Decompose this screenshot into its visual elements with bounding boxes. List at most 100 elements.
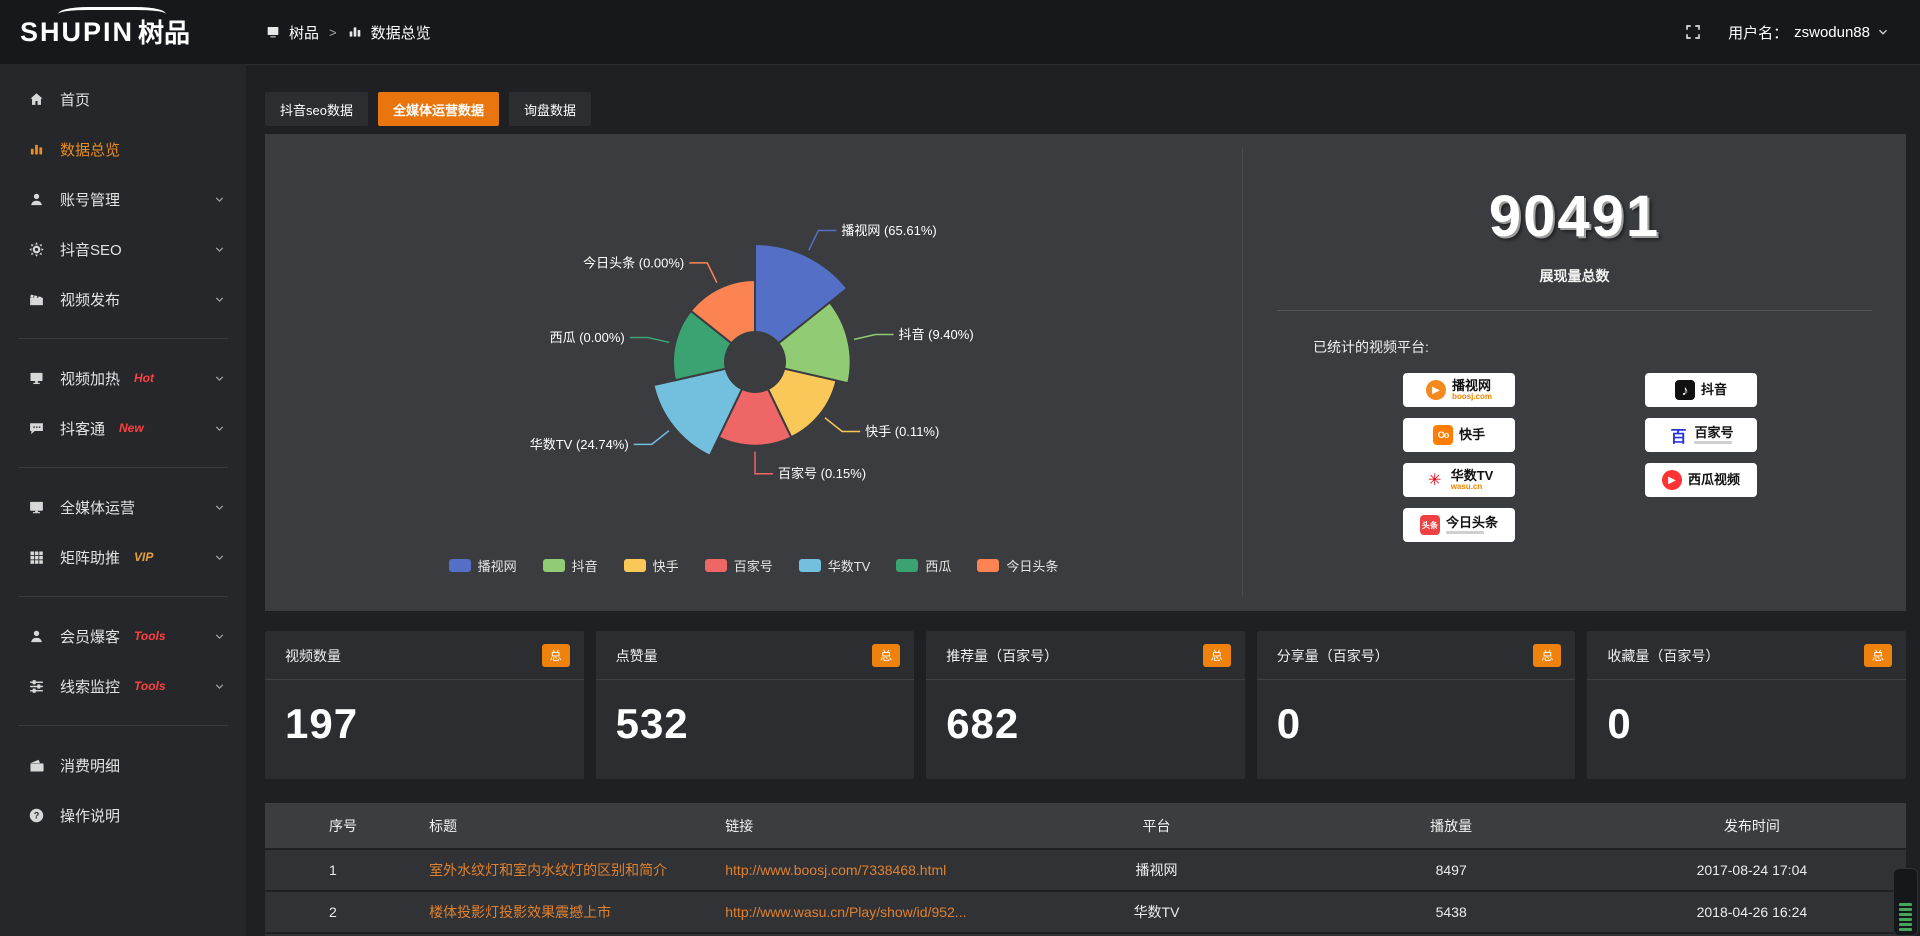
user-icon (31, 193, 42, 205)
platform-name: 快手 (1458, 427, 1485, 443)
sidebar-item-线索监控[interactable]: 线索监控 Tools (0, 661, 246, 711)
column-header-序号: 序号 (317, 803, 418, 849)
cell-标题: 室外水纹灯和室内水纹灯的区别和简介 (417, 848, 714, 891)
username-value: zswodun88 (1794, 23, 1870, 41)
legend-label: 播视网 (477, 559, 517, 574)
panel-divider (1242, 148, 1243, 597)
chevron-down-icon (215, 554, 224, 560)
video-title-link[interactable]: 室外水纹灯和室内水纹灯的区别和简介 (429, 862, 668, 878)
pie-slice-播视网[interactable] (754, 242, 849, 345)
legend-label: 快手 (652, 559, 679, 574)
breadcrumb-separator: > (329, 24, 337, 40)
pie-slice-百家号[interactable] (717, 387, 793, 447)
platform-name: 播视网 boosj.com (1451, 377, 1492, 401)
sidebar-item-抖音SEO[interactable]: 抖音SEO (0, 224, 246, 274)
stat-card-分享量（百家号）: 分享量（百家号） 总 0 (1256, 631, 1576, 779)
stat-card-label: 推荐量（百家号） (946, 647, 1059, 664)
video-url-link[interactable]: http://www.boosj.com/7338468.html (725, 862, 947, 878)
pie-label-今日头条: 今日头条 (0.00%) (583, 255, 684, 270)
pie-slice-快手[interactable] (766, 367, 838, 439)
legend-item-百家号[interactable]: 百家号 (704, 556, 773, 575)
summary-section: 90491 展现量总数 已统计的视频平台: ▶ 播视网 boosj.com ♪ 抖音 Oo… (1243, 134, 1906, 611)
legend-item-快手[interactable]: 快手 (623, 556, 679, 575)
user-menu[interactable]: 用户名： zswodun88 (1728, 22, 1890, 43)
legend-swatch (798, 559, 821, 572)
top-header: SHUPIN 树品 树品 > 数据总览 用户名： zswodun88 (0, 0, 1920, 64)
table-row-partial (265, 932, 1906, 936)
sidebar-item-数据总览[interactable]: 数据总览 (0, 124, 246, 174)
sidebar-badge: VIP (134, 550, 154, 564)
stat-card-推荐量（百家号）: 推荐量（百家号） 总 682 (926, 631, 1245, 779)
svg-text:?: ? (34, 810, 40, 820)
legend-swatch (896, 559, 919, 572)
sidebar-divider (18, 596, 228, 597)
sidebar-item-账号管理[interactable]: 账号管理 (0, 174, 246, 224)
scroll-indicator-widget[interactable] (1893, 868, 1918, 936)
sidebar-item-会员爆客[interactable]: 会员爆客 Tools (0, 611, 246, 661)
gear-icon (29, 241, 44, 257)
chat-icon (30, 422, 43, 434)
video-title-link[interactable]: 楼体投影灯投影效果震撼上市 (429, 904, 612, 920)
pie-slice-华数TV[interactable] (652, 367, 744, 458)
sidebar-item-操作说明[interactable]: ? 操作说明 (0, 790, 246, 840)
tab-询盘数据[interactable]: 询盘数据 (508, 92, 591, 126)
monitor-icon (30, 501, 43, 513)
breadcrumb: 树品 > 数据总览 (265, 22, 431, 43)
rose-pie-chart: 播视网 (65.61%) 抖音 (9.40%) 快手 (0.11%) 百家号 (0.1… (265, 134, 1242, 611)
platform-name: 百家号 (1694, 425, 1734, 445)
videos-table: 序号 标题 链接 平台 播放量 发布时间 1 室外水纹灯和室内水纹灯的区别和简介 http://… (265, 803, 1906, 936)
pie-slice-今日头条[interactable] (689, 278, 756, 345)
breadcrumb-root[interactable]: 树品 (289, 24, 320, 42)
sidebar-item-抖客通[interactable]: 抖客通 New (0, 403, 246, 453)
logo-arc-decoration (58, 7, 166, 21)
legend-item-西瓜[interactable]: 西瓜 (896, 556, 951, 575)
tab-抖音seo数据[interactable]: 抖音seo数据 (265, 92, 368, 126)
chevron-down-icon (215, 504, 224, 510)
sidebar-badge: Tools (134, 629, 166, 643)
sidebar-item-label: 视频加热 (60, 370, 121, 388)
chevron-down-icon (215, 683, 224, 689)
cell-播放量: 5438 (1304, 890, 1598, 933)
platform-name: 西瓜视频 (1687, 472, 1740, 488)
fullscreen-icon[interactable] (1684, 23, 1702, 41)
total-badge: 总 (1863, 644, 1892, 667)
sidebar-item-消费明细[interactable]: 消费明细 (0, 740, 246, 790)
legend-item-抖音[interactable]: 抖音 (542, 556, 598, 575)
header-checkbox-cell (265, 803, 318, 849)
sidebar-item-矩阵助推[interactable]: 矩阵助推 VIP (0, 532, 246, 582)
platforms-label: 已统计的视频平台: (1313, 339, 1429, 355)
sidebar-item-首页[interactable]: 首页 (0, 74, 246, 124)
pie-slice-抖音[interactable] (777, 300, 852, 385)
sidebar-divider (18, 467, 228, 468)
chevron-down-icon (1879, 29, 1887, 35)
pie-slice-西瓜[interactable] (672, 309, 733, 382)
cell-链接: http://www.wasu.cn/Play/show/id/952... (713, 890, 1009, 933)
legend-item-播视网[interactable]: 播视网 (448, 556, 517, 575)
cell-标题: 楼体投影灯投影效果震撼上市 (417, 890, 714, 933)
platform-badge-快手: Oo 快手 (1403, 418, 1515, 452)
sidebar-item-label: 账号管理 (60, 191, 121, 209)
sidebar-item-视频加热[interactable]: 视频加热 Hot (0, 353, 246, 403)
column-header-发布时间: 发布时间 (1597, 803, 1906, 849)
sidebar-item-label: 抖客通 (60, 420, 106, 438)
legend-swatch (542, 559, 565, 572)
legend-item-华数TV[interactable]: 华数TV (798, 556, 870, 575)
sidebar-item-label: 矩阵助推 (60, 549, 121, 567)
stat-card-value: 532 (615, 700, 689, 747)
stat-card-header: 视频数量 总 (265, 631, 584, 680)
pie-label-line (853, 333, 894, 341)
stat-card-label: 分享量（百家号） (1276, 647, 1389, 664)
grid-icon (30, 550, 43, 564)
stat-card-视频数量: 视频数量 总 197 (265, 631, 584, 779)
stat-card-header: 分享量（百家号） 总 (1256, 631, 1576, 680)
total-badge: 总 (872, 644, 901, 667)
sidebar-item-全媒体运营[interactable]: 全媒体运营 (0, 482, 246, 532)
sidebar-item-视频发布[interactable]: 视频发布 (0, 274, 246, 324)
sidebar-badge: Tools (134, 679, 166, 693)
total-impressions-label: 展现量总数 (1539, 268, 1610, 284)
tab-全媒体运营数据[interactable]: 全媒体运营数据 (377, 92, 499, 126)
chart-legend: 播视网 抖音 快手 百家号 华数TV 西瓜 今日头条 (265, 556, 1242, 575)
legend-item-今日头条[interactable]: 今日头条 (977, 556, 1058, 575)
stat-card-header: 推荐量（百家号） 总 (926, 631, 1245, 680)
video-url-link[interactable]: http://www.wasu.cn/Play/show/id/952... (725, 904, 967, 920)
